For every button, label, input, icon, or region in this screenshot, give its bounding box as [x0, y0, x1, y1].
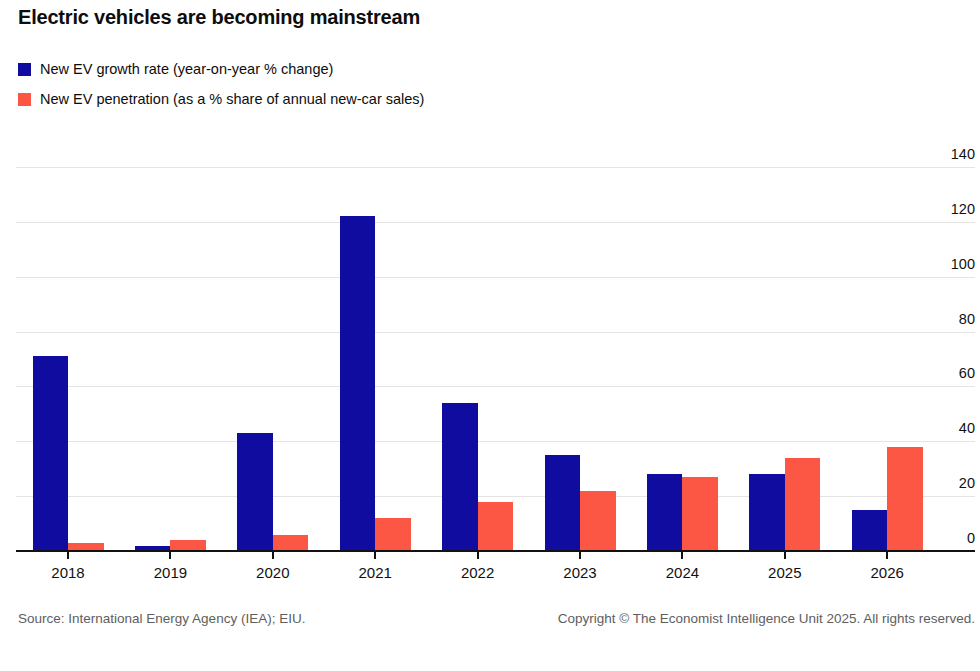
x-axis-tick-2018 — [67, 551, 69, 559]
legend-penetration-label: New EV penetration (as a % share of annu… — [40, 91, 424, 107]
y-axis-label-60: 60 — [915, 365, 975, 381]
copyright-note: Copyright © The Economist Intelligence U… — [558, 611, 975, 626]
bar-growth-2022 — [442, 403, 478, 551]
x-axis-label-2020: 2020 — [228, 564, 318, 581]
x-axis-tick-2021 — [374, 551, 376, 559]
eiu-ev-chart-page: Electric vehicles are becoming mainstrea… — [0, 0, 980, 671]
x-axis-label-2019: 2019 — [125, 564, 215, 581]
legend-item-penetration: New EV penetration (as a % share of annu… — [18, 91, 424, 107]
x-axis-label-2022: 2022 — [433, 564, 523, 581]
bar-growth-2018 — [33, 356, 69, 551]
legend-growth-swatch-icon — [18, 63, 31, 76]
legend-item-growth: New EV growth rate (year-on-year % chang… — [18, 61, 333, 77]
x-axis-label-2026: 2026 — [842, 564, 932, 581]
x-axis-label-2024: 2024 — [637, 564, 727, 581]
bar-penetration-2025 — [785, 458, 821, 551]
bar-penetration-2022 — [478, 502, 514, 551]
gridline-60 — [16, 386, 975, 387]
gridline-120 — [16, 222, 975, 223]
y-axis-label-0: 0 — [915, 530, 975, 546]
gridline-40 — [16, 441, 975, 442]
y-axis-label-120: 120 — [915, 201, 975, 217]
gridline-140 — [16, 167, 975, 168]
x-axis-tick-2024 — [681, 551, 683, 559]
page-title: Electric vehicles are becoming mainstrea… — [18, 6, 420, 29]
bar-penetration-2023 — [580, 491, 616, 551]
gridline-20 — [16, 496, 975, 497]
gridline-100 — [16, 277, 975, 278]
x-axis-tick-2020 — [272, 551, 274, 559]
x-axis-label-2018: 2018 — [23, 564, 113, 581]
bar-growth-2021 — [340, 216, 376, 551]
x-axis-tick-2025 — [784, 551, 786, 559]
bar-penetration-2020 — [273, 535, 309, 551]
bar-penetration-2021 — [375, 518, 411, 551]
x-axis-tick-2023 — [579, 551, 581, 559]
bar-penetration-2026 — [887, 447, 923, 551]
x-axis-tick-2026 — [886, 551, 888, 559]
bar-growth-2025 — [749, 474, 785, 551]
gridline-80 — [16, 332, 975, 333]
x-axis-tick-2022 — [477, 551, 479, 559]
x-axis-label-2025: 2025 — [740, 564, 830, 581]
x-axis-tick-2019 — [169, 551, 171, 559]
y-axis-label-140: 140 — [915, 146, 975, 162]
y-axis-label-40: 40 — [915, 420, 975, 436]
legend-growth-label: New EV growth rate (year-on-year % chang… — [40, 61, 333, 77]
source-note: Source: International Energy Agency (IEA… — [18, 611, 305, 626]
legend-penetration-swatch-icon — [18, 93, 31, 106]
bar-growth-2023 — [545, 455, 581, 551]
y-axis-label-100: 100 — [915, 256, 975, 272]
bar-penetration-2024 — [682, 477, 718, 551]
x-axis-line — [16, 550, 975, 552]
bar-growth-2024 — [647, 474, 683, 551]
y-axis-label-20: 20 — [915, 475, 975, 491]
x-axis-label-2023: 2023 — [535, 564, 625, 581]
bar-growth-2026 — [852, 510, 888, 551]
x-axis-label-2021: 2021 — [330, 564, 420, 581]
y-axis-label-80: 80 — [915, 311, 975, 327]
bar-growth-2020 — [237, 433, 273, 551]
